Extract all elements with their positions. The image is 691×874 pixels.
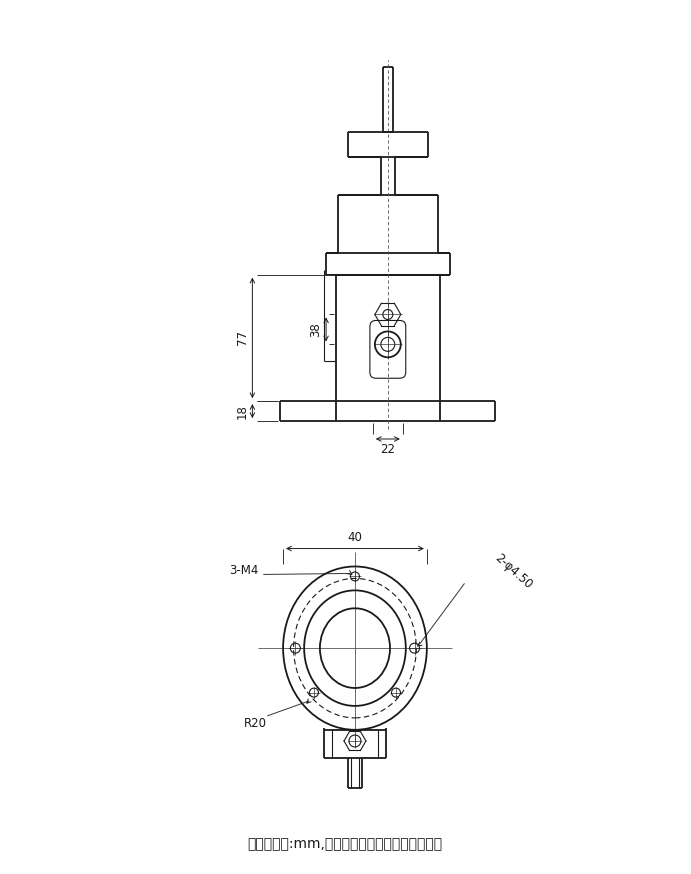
Text: 77: 77 bbox=[236, 330, 249, 345]
Text: 3-M4: 3-M4 bbox=[229, 564, 258, 577]
Text: （注：单位:mm,纯手工测量，存在一定误差。）: （注：单位:mm,纯手工测量，存在一定误差。） bbox=[247, 837, 442, 851]
Text: R20: R20 bbox=[244, 718, 267, 731]
Text: 22: 22 bbox=[380, 443, 395, 456]
Text: 38: 38 bbox=[310, 322, 323, 336]
Text: 2-φ4.50: 2-φ4.50 bbox=[493, 551, 535, 592]
Text: 18: 18 bbox=[236, 404, 249, 419]
Text: 40: 40 bbox=[348, 531, 362, 545]
